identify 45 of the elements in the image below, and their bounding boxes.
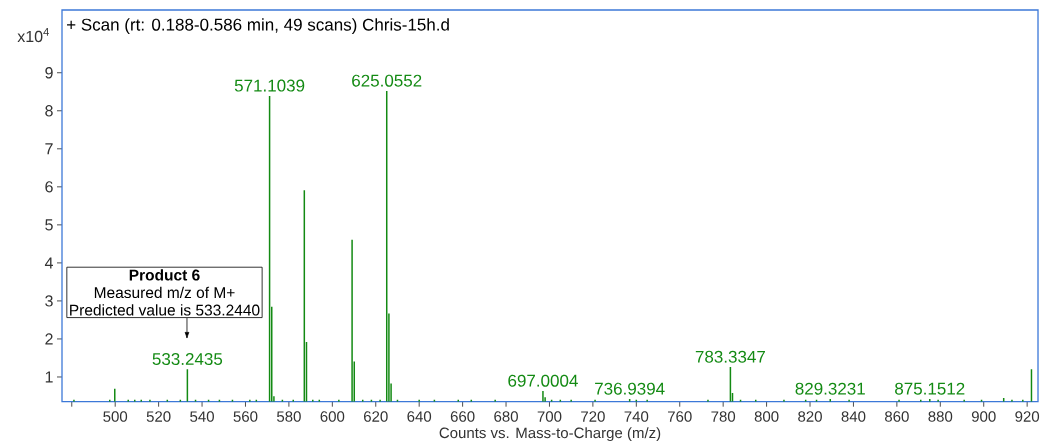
y-axis-title: x10$^{4}$	[17, 28, 49, 43]
annotation: 625.0552	[352, 74, 422, 87]
x-tick-label: 500	[103, 411, 128, 422]
y-tick-label: 7	[45, 143, 53, 155]
x-tick-label: 540	[190, 411, 214, 422]
annotation: 875.1512	[895, 382, 965, 395]
chart-title: + Scan (rt: 0.188-0.586 min, 49 scans) Chris-15h.d	[67, 18, 449, 35]
annotation: 697.0004	[508, 374, 578, 387]
annotation: 783.3347	[695, 350, 765, 363]
x-tick-label: 760	[668, 411, 692, 422]
x-tick-label: 820	[798, 411, 822, 422]
y-tick-label: 9	[45, 67, 53, 79]
annotation: Predicted value is 533.2440	[70, 304, 260, 316]
annotation: 533.2435	[152, 353, 223, 366]
annotation: 829.3231	[795, 382, 865, 395]
x-axis-title: Counts vs. Mass-to-Charge (m/z)	[439, 427, 661, 442]
annotation: Measured m/z of M+	[94, 286, 235, 299]
x-tick-label: 740	[624, 411, 649, 422]
x-tick-label: 800	[754, 411, 779, 422]
y-tick-label: 2	[45, 333, 53, 345]
y-tick-label: 1	[45, 371, 53, 383]
annotation: 736.9394	[595, 382, 665, 395]
x-tick-label: 560	[233, 411, 258, 422]
x-tick-label: 780	[711, 411, 736, 422]
x-tick-label: 580	[276, 411, 301, 422]
x-tick-label: 600	[320, 411, 345, 422]
y-tick-label: 4	[44, 257, 53, 269]
x-tick-label: 860	[885, 411, 909, 422]
x-tick-label: 700	[537, 411, 562, 422]
y-tick-label: 8	[45, 105, 53, 117]
x-tick-label: 720	[581, 411, 605, 422]
annotation: Product 6	[129, 269, 200, 281]
x-tick-label: 840	[841, 411, 866, 422]
y-tick-label: 5	[45, 219, 53, 231]
y-tick-label: 6	[45, 181, 53, 193]
x-tick-label: 660	[450, 411, 475, 422]
x-tick-label: 520	[146, 411, 171, 422]
x-tick-label: 920	[1015, 411, 1040, 422]
x-tick-label: 680	[494, 411, 518, 422]
x-tick-label: 880	[928, 411, 953, 422]
x-tick-label: 900	[971, 411, 996, 422]
x-tick-label: 620	[364, 411, 388, 422]
x-tick-label: 640	[407, 411, 432, 422]
annotation: 571.1039	[234, 79, 305, 92]
y-tick-label: 3	[45, 295, 53, 307]
